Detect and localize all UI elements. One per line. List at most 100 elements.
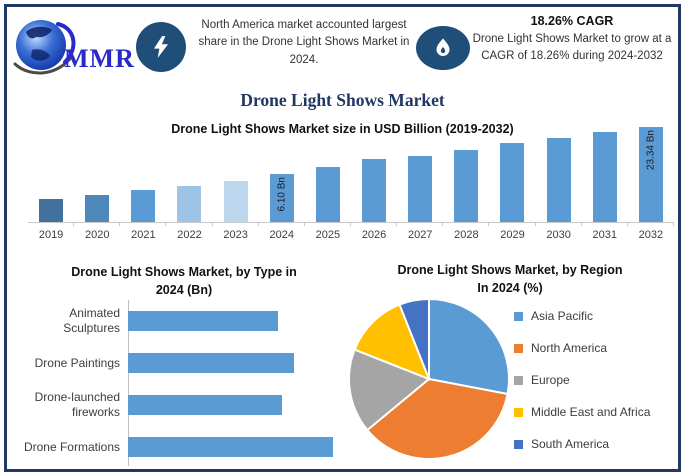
lightning-bolt-glyph: [153, 36, 169, 58]
size-axis-year-2023: 2023: [213, 222, 259, 241]
size-bar-2025: [315, 167, 340, 222]
type-chart-row: Drone Paintings: [16, 342, 340, 384]
legend-item-middle-east-and-africa: Middle East and Africa: [514, 402, 650, 422]
size-bar-2032: 23.34 Bn: [638, 127, 663, 222]
size-bar-slot-2021: [120, 124, 166, 222]
north-america-callout: North America market accounted largest s…: [198, 19, 410, 66]
cagr-heading: 18.26% CAGR: [530, 14, 614, 28]
type-bar-track: [128, 353, 340, 373]
page-title: Drone Light Shows Market: [240, 90, 445, 110]
size-axis-year-2027: 2027: [397, 222, 444, 241]
type-chart-y-axis: [128, 300, 129, 466]
size-bar-slot-2031: [582, 124, 628, 222]
type-category-label: Drone Formations: [23, 439, 120, 454]
size-chart-plot: 6.10 Bn 23.34 Bn: [28, 124, 674, 222]
legend-item-europe: Europe: [514, 370, 650, 390]
pie-chart-legend: Asia Pacific North America Europe Middle Ea…: [514, 306, 650, 466]
size-bar-2031: [592, 132, 617, 222]
size-bar-2030: [546, 138, 571, 222]
size-bar-slot-2032: 23.34 Bn: [628, 124, 674, 222]
type-bar-track: [128, 311, 340, 331]
size-axis-year-2028: 2028: [443, 222, 490, 241]
legend-label: Middle East and Africa: [531, 405, 651, 419]
size-bar-2023: [223, 181, 248, 222]
size-axis-year-2022: 2022: [166, 222, 213, 241]
size-axis-year-2031: 2031: [582, 222, 628, 241]
size-axis-year-2024: 2024: [259, 222, 305, 241]
legend-label: Europe: [531, 373, 570, 387]
pie-chart: [348, 297, 510, 460]
legend-label: North America: [531, 341, 608, 355]
pie-slice-south-america: [398, 297, 430, 380]
size-axis-year-2030: 2030: [536, 222, 582, 241]
size-bar-slot-2029: [489, 124, 535, 222]
legend-marker-icon: [514, 439, 523, 449]
type-chart-row: Drone Formations: [16, 426, 340, 468]
size-axis-year-2029: 2029: [489, 222, 536, 241]
brand-logo: MMR: [12, 14, 140, 84]
globe-logo-icon: [13, 20, 76, 75]
pie-chart-title-line2: In 2024 (%): [477, 281, 543, 296]
legend-label: South America: [531, 437, 610, 451]
pie-slice-europe: [348, 348, 431, 432]
type-bar-track: [128, 437, 340, 457]
size-bar-2029: [500, 143, 525, 222]
size-bar-slot-2028: [443, 124, 489, 222]
size-bar-2028: [454, 150, 479, 222]
type-chart-plot: Animated Sculptures Drone Paintings Drone-…: [16, 300, 340, 468]
pie-slice-middle-east-and-africa: [353, 303, 431, 381]
cagr-callout: Drone Light Shows Market to grow at a CA…: [472, 33, 672, 63]
type-bar-drone-launched-fireworks: [128, 395, 282, 415]
size-bar-2027: [408, 156, 433, 222]
size-axis-year-2025: 2025: [305, 222, 352, 241]
size-axis-year-2020: 2020: [74, 222, 121, 241]
size-bar-2022: [177, 186, 202, 222]
legend-item-south-america: South America: [514, 434, 650, 454]
legend-marker-icon: [514, 343, 523, 353]
size-axis-year-2019: 2019: [28, 222, 75, 241]
size-bar-slot-2027: [397, 124, 443, 222]
type-chart-title-line1: Drone Light Shows Market, by Type in: [71, 265, 297, 279]
pie-chart-title-line1: Drone Light Shows Market, by Region: [397, 263, 623, 277]
type-bar-drone-paintings: [128, 353, 294, 373]
lightning-bolt-icon: [136, 22, 186, 72]
size-bar-value-label-2032: 23.34 Bn: [645, 130, 657, 171]
size-bar-slot-2024: 6.10 Bn: [259, 124, 305, 222]
size-bar-slot-2020: [74, 124, 120, 222]
legend-marker-icon: [514, 407, 523, 417]
size-chart-year-labels: 2019 2020 2021 2022 2023 2024 2025 2026 2027 2028…: [28, 222, 675, 241]
size-bar-value-label-2024: 6.10 Bn: [276, 177, 288, 212]
size-bar-slot-2022: [166, 124, 212, 222]
size-bar-slot-2023: [213, 124, 259, 222]
size-chart-title: Drone Light Shows Market size in USD Bil…: [171, 122, 514, 136]
flame-icon: [416, 26, 470, 70]
type-category-label: Drone-launched fireworks: [34, 390, 120, 419]
size-bar-slot-2030: [536, 124, 582, 222]
size-bar-slot-2019: [28, 124, 74, 222]
legend-marker-icon: [514, 375, 523, 385]
size-axis-year-2026: 2026: [351, 222, 398, 241]
type-bar-animated-sculptures: [128, 311, 278, 331]
brand-logo-text: MMR: [64, 44, 135, 73]
type-chart-row: Animated Sculptures: [16, 300, 340, 342]
size-chart-x-axis: [28, 222, 674, 223]
legend-item-north-america: North America: [514, 338, 650, 358]
type-category-label: Animated Sculptures: [63, 306, 120, 335]
size-bar-2019: [39, 199, 64, 222]
type-category-label: Drone Paintings: [34, 355, 120, 370]
size-axis-year-2032: 2032: [628, 222, 675, 241]
flame-glyph: [436, 38, 450, 56]
type-chart-title: Drone Light Shows Market, by Type in 202…: [28, 263, 340, 299]
legend-label: Asia Pacific: [531, 309, 594, 323]
pie-slice-north-america: [365, 377, 509, 460]
size-bar-2021: [131, 190, 156, 222]
type-bar-track: [128, 395, 340, 415]
type-chart-row: Drone-launched fireworks: [16, 384, 340, 426]
size-bar-slot-2026: [351, 124, 397, 222]
legend-item-asia-pacific: Asia Pacific: [514, 306, 650, 326]
pie-slice-asia-pacific: [428, 297, 510, 396]
size-bar-2020: [85, 195, 110, 222]
pie-chart-title: Drone Light Shows Market, by Region In 2…: [350, 261, 670, 297]
size-bar-2026: [362, 159, 387, 222]
